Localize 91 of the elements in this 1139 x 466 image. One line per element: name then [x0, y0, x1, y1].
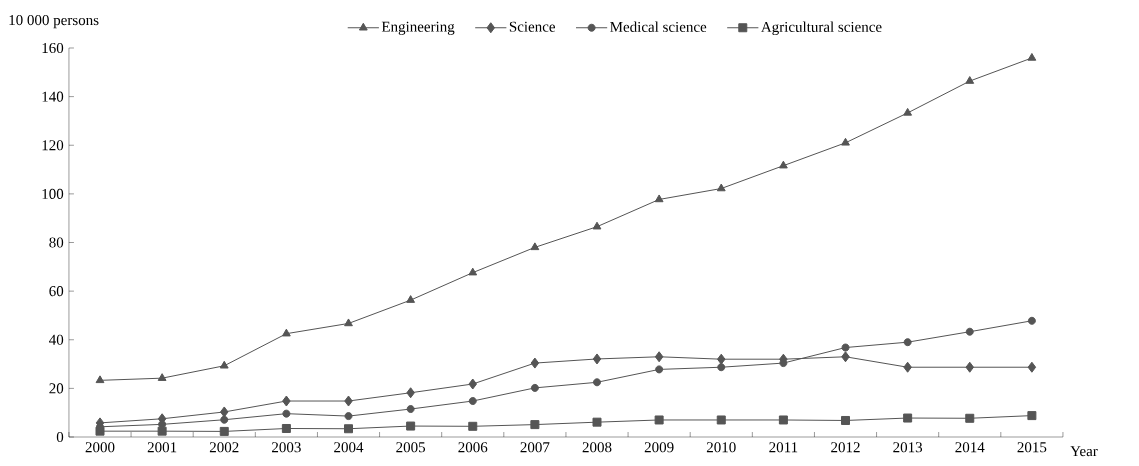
point	[592, 417, 602, 427]
point	[530, 242, 540, 251]
point	[965, 76, 975, 84]
x-tick-label: 2005	[396, 442, 426, 453]
point	[903, 338, 912, 347]
x-tick-label: 2015	[1017, 442, 1047, 453]
point	[281, 423, 291, 433]
point	[965, 361, 975, 373]
point	[157, 426, 167, 436]
point	[344, 318, 353, 327]
x-tick-label: 2007	[520, 442, 550, 453]
point	[778, 160, 788, 169]
point	[1027, 411, 1037, 421]
point	[592, 353, 602, 365]
legend-label: Engineering	[381, 21, 455, 35]
point	[841, 415, 851, 425]
point	[406, 387, 415, 399]
point	[95, 426, 105, 436]
point	[282, 395, 291, 407]
point	[717, 363, 726, 372]
point	[468, 397, 477, 406]
point	[344, 424, 353, 434]
point	[903, 413, 913, 423]
point	[344, 395, 353, 407]
point	[157, 373, 167, 381]
point	[841, 351, 850, 363]
point	[965, 413, 975, 423]
x-tick-label: 2010	[706, 442, 736, 453]
y-tick-label: 160	[42, 42, 64, 54]
x-tick-label: 2011	[769, 442, 798, 453]
x-tick-label: 2013	[893, 442, 923, 453]
y-tick-label: 60	[49, 286, 64, 297]
point	[654, 415, 664, 425]
y-tick-label: 140	[42, 91, 64, 102]
point	[406, 295, 416, 303]
x-tick-label: 2006	[458, 442, 488, 453]
point	[1027, 361, 1037, 373]
point	[158, 420, 167, 429]
point	[1027, 52, 1037, 61]
point	[779, 359, 788, 368]
y-tick-label: 120	[42, 140, 64, 151]
y-tick-label: 40	[49, 334, 64, 345]
x-tick-label: 2014	[955, 442, 985, 453]
legend-label: Medical science	[610, 21, 707, 32]
x-tick-label: 2002	[209, 442, 239, 453]
point	[220, 406, 229, 418]
point	[219, 426, 229, 436]
point	[406, 421, 416, 431]
point	[1027, 316, 1036, 325]
y-tick-label: 0	[56, 431, 64, 443]
y-axis-title: 10 000 persons	[9, 15, 99, 29]
x-tick-label: 2008	[582, 442, 612, 453]
x-tick-label: 2001	[147, 442, 177, 453]
point	[903, 107, 913, 116]
point	[965, 327, 974, 336]
point	[655, 365, 664, 374]
point	[717, 353, 726, 365]
y-tick-label: 80	[49, 237, 64, 248]
point	[281, 328, 291, 337]
point	[95, 375, 105, 384]
x-tick-label: 2012	[831, 442, 860, 453]
point	[716, 183, 726, 192]
point	[530, 357, 540, 369]
y-tick-label: 100	[42, 188, 64, 199]
point	[468, 267, 478, 276]
x-tick-label: 2003	[272, 442, 301, 453]
point	[468, 421, 478, 431]
point	[593, 378, 602, 387]
legend-label: Agricultural science	[761, 21, 882, 36]
x-tick-label: 2009	[644, 442, 674, 453]
point	[903, 361, 912, 373]
point	[282, 409, 291, 418]
point	[841, 137, 850, 146]
point	[530, 383, 539, 392]
legend-label: Science	[509, 21, 555, 32]
point	[219, 360, 229, 369]
point	[778, 415, 788, 425]
point	[468, 378, 477, 390]
x-tick-label: 2004	[334, 442, 364, 453]
y-tick-label: 20	[49, 383, 64, 394]
point	[406, 405, 415, 414]
point	[344, 412, 353, 421]
point	[654, 351, 664, 363]
point	[220, 415, 229, 424]
point	[592, 221, 602, 230]
point	[716, 415, 726, 425]
x-tick-label: 2000	[85, 442, 115, 453]
point	[841, 343, 850, 352]
x-axis-title: Year	[1070, 446, 1098, 457]
point	[654, 194, 664, 203]
point	[530, 420, 540, 430]
